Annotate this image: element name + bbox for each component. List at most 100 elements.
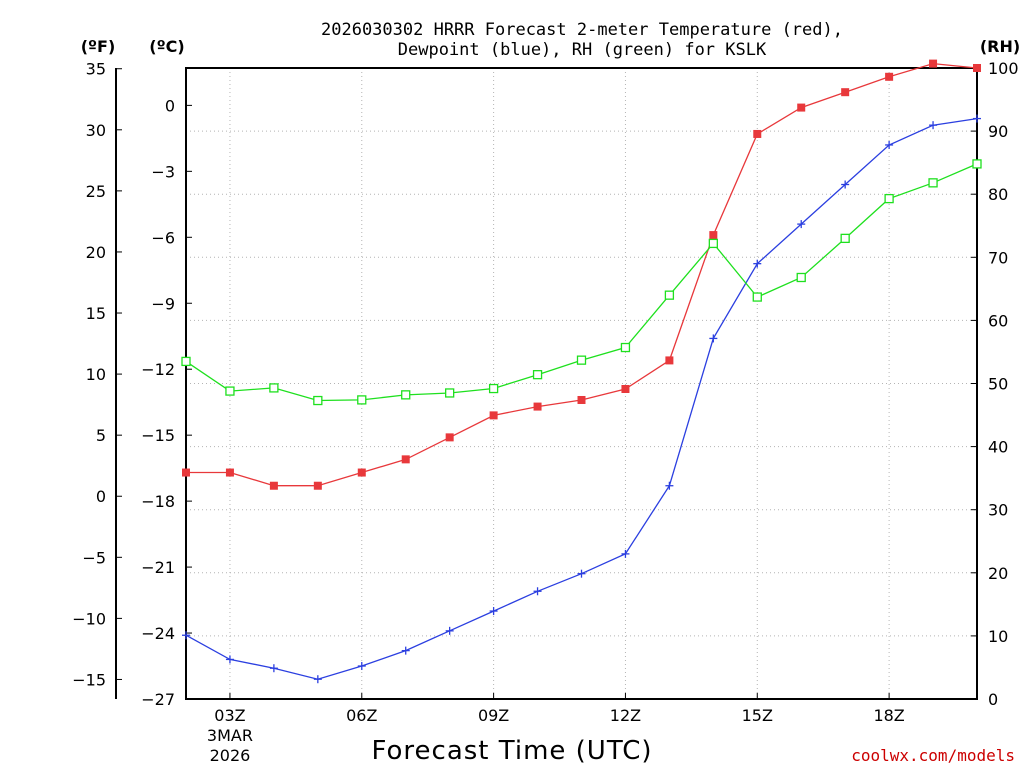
rh-point	[357, 395, 367, 405]
rh-point	[840, 233, 850, 244]
rh-tick-label: 40	[988, 438, 1008, 457]
dewpoint-point	[665, 481, 674, 490]
dewpoint-point	[709, 334, 718, 343]
rh-tick-label: 10	[988, 627, 1008, 646]
temperature-point	[313, 481, 322, 490]
fahrenheit-tick-label: 35	[86, 60, 106, 79]
temperature-point	[621, 384, 630, 393]
temperature-line	[186, 62, 978, 487]
x-tick-label: 12Z	[610, 706, 641, 725]
temperature-point	[533, 402, 542, 411]
x-tick-date: 3MAR	[207, 726, 253, 745]
x-axis-label: Forecast Time (UTC)	[371, 736, 652, 766]
temperature-point	[401, 455, 410, 464]
rh-tick-label: 50	[988, 375, 1008, 394]
rh-tick-label: 80	[988, 185, 1008, 204]
x-tick-label: 06Z	[346, 706, 377, 725]
temperature-point	[665, 356, 674, 365]
celsius-tick-label: −24	[141, 624, 175, 643]
temperature-point	[973, 64, 981, 72]
rh-point	[884, 193, 894, 204]
fahrenheit-tick-label: 0	[96, 487, 106, 506]
rh-tick-label: 60	[988, 311, 1008, 330]
fahrenheit-tick-label: −15	[72, 670, 106, 689]
rh-point	[576, 355, 587, 365]
fahrenheit-tick-label: −10	[72, 609, 106, 628]
dewpoint-point	[401, 646, 410, 655]
celsius-tick-label: −27	[141, 690, 175, 709]
dewpoint-point	[313, 675, 322, 684]
rh-tick-label: 70	[988, 248, 1008, 267]
x-tick-label: 03Z	[214, 706, 245, 725]
chart-title-line-1: 2026030302 HRRR Forecast 2-meter Tempera…	[321, 20, 843, 40]
rh-point	[181, 356, 191, 367]
rh-line	[185, 163, 978, 402]
temperature-point	[797, 103, 806, 112]
dewpoint-point	[225, 655, 234, 664]
fahrenheit-tick-label: 20	[86, 243, 106, 262]
x-tick-year: 2026	[210, 746, 251, 765]
dewpoint-point	[533, 587, 542, 596]
rh-tick-label: 20	[988, 564, 1008, 583]
temperature-point	[357, 468, 366, 477]
source-credit: coolwx.com/models	[851, 746, 1015, 765]
fahrenheit-tick-label: 25	[86, 182, 106, 201]
rh-point	[401, 390, 411, 400]
dewpoint-point	[841, 180, 850, 189]
rh-unit-label: (RH)	[980, 37, 1020, 56]
temperature-point	[841, 88, 850, 97]
rh-point	[445, 388, 455, 398]
grid-lines	[186, 68, 977, 699]
dewpoint-point	[885, 140, 894, 149]
rh-point	[488, 383, 499, 394]
dewpoint-point	[182, 631, 190, 640]
fahrenheit-tick-label: 30	[86, 121, 106, 140]
rh-point	[313, 395, 323, 406]
celsius-tick-label: −3	[151, 162, 175, 181]
rh-tick-label: 90	[988, 122, 1008, 141]
celsius-tick-label: −9	[151, 294, 175, 313]
dewpoint-point	[797, 220, 806, 229]
celsius-tick-label: −21	[141, 558, 175, 577]
rh-tick-label: 30	[988, 501, 1008, 520]
temperature-point	[489, 411, 498, 420]
fahrenheit-tick-label: 5	[96, 426, 106, 445]
dewpoint-point	[357, 662, 366, 671]
fahrenheit-unit-label: (ºF)	[81, 37, 116, 56]
dewpoint-point	[577, 569, 586, 578]
rh-point	[664, 290, 675, 300]
dewpoint-point	[489, 607, 498, 616]
temperature-point	[225, 468, 234, 477]
dewpoint-point	[621, 549, 630, 558]
dewpoint-point	[973, 114, 981, 123]
rh-point	[752, 292, 762, 302]
fahrenheit-tick-label: 10	[86, 365, 106, 384]
rh-point	[532, 370, 543, 380]
temperature-point	[885, 72, 894, 81]
temperature-point	[709, 231, 718, 240]
rh-point	[708, 238, 718, 249]
fahrenheit-tick-label: 15	[86, 304, 106, 323]
axes: 35302520151050−5−10−150−3−6−9−12−15−18−2…	[72, 59, 1018, 765]
celsius-tick-label: −15	[141, 426, 175, 445]
dewpoint-point	[445, 626, 454, 635]
x-tick-label: 15Z	[742, 706, 773, 725]
rh-point	[796, 272, 806, 283]
celsius-tick-label: 0	[165, 96, 175, 115]
x-tick-label: 09Z	[478, 706, 509, 725]
rh-tick-label: 100	[988, 59, 1019, 78]
dewpoint-point	[269, 664, 278, 673]
celsius-unit-label: (ºC)	[149, 37, 184, 56]
rh-point	[972, 159, 982, 169]
celsius-tick-label: −12	[141, 360, 175, 379]
data-series	[181, 59, 982, 684]
rh-point	[225, 386, 235, 396]
rh-point	[620, 342, 631, 353]
temperature-point	[929, 59, 938, 68]
temperature-point	[182, 468, 190, 477]
rh-point	[269, 383, 279, 393]
celsius-tick-label: −6	[151, 228, 175, 247]
dewpoint-point	[929, 121, 938, 130]
celsius-tick-label: −18	[141, 492, 175, 511]
